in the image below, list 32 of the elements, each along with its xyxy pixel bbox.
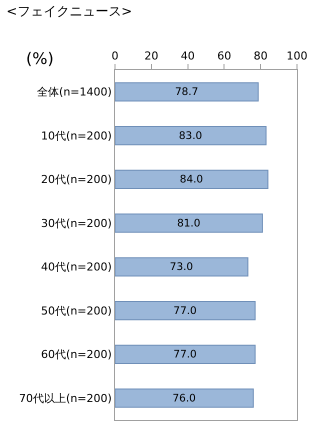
y-tick-label: 50代(n=200) [41, 304, 112, 318]
data-label: 81.0 [177, 217, 200, 230]
x-tick-label: 100 [286, 50, 308, 63]
bar [115, 344, 256, 364]
data-label: 73.0 [170, 261, 194, 274]
x-tick-label: 60 [217, 50, 232, 63]
data-label: 84.0 [180, 174, 204, 186]
data-label: 78.7 [174, 86, 198, 98]
y-tick-label: 40代(n=200) [41, 260, 112, 274]
data-label: 77.0 [173, 304, 197, 317]
data-label: 76.0 [172, 392, 196, 404]
bar [115, 213, 263, 233]
data-label: 77.0 [173, 348, 197, 361]
x-tick-label: 40 [180, 50, 195, 63]
x-tick-label: 20 [144, 50, 158, 63]
x-tick-label: 0 [112, 50, 118, 63]
data-label: 83.0 [178, 130, 202, 142]
y-tick-label: 全体(n=1400) [37, 86, 112, 99]
y-tick-label: 60代(n=200) [41, 348, 112, 362]
y-tick-label: 20代(n=200) [41, 173, 112, 186]
bar [115, 170, 268, 190]
bar [115, 300, 256, 320]
x-tick-label: 80 [254, 50, 268, 63]
bar [115, 82, 259, 102]
bar [115, 126, 267, 146]
y-tick-label: 30代(n=200) [41, 216, 112, 230]
bar [115, 257, 248, 277]
x-axis-title: (%) [26, 49, 54, 68]
y-tick-label: 70代以上(n=200) [19, 392, 112, 405]
chart-title: <フェイクニュース> [6, 4, 132, 20]
y-tick-label: 10代(n=200) [41, 129, 112, 142]
bar [115, 388, 254, 408]
